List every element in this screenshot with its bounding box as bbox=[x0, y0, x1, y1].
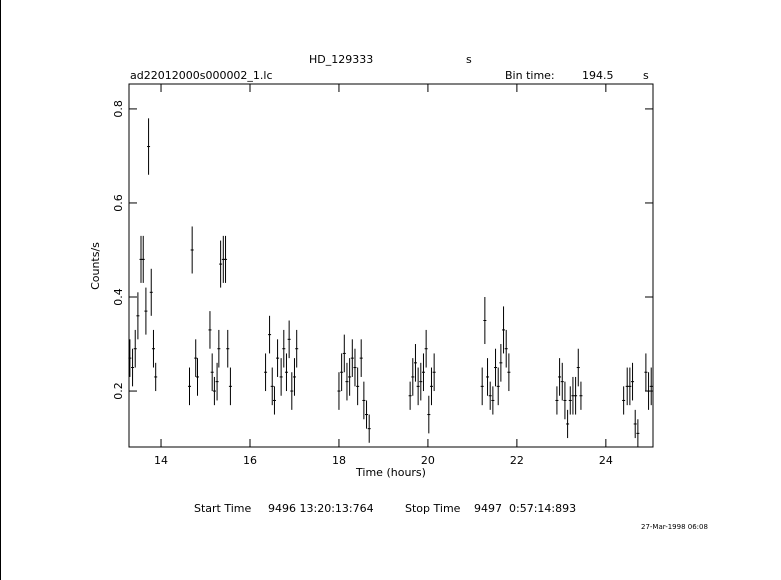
y-tick-label: 0.4 bbox=[112, 288, 125, 306]
stop-value: 9497 0:57:14:893 bbox=[474, 502, 576, 515]
chart-title: HD_129333 bbox=[309, 53, 373, 66]
y-tick-label: 0.8 bbox=[112, 100, 125, 118]
title-unit: s bbox=[466, 53, 472, 66]
start-value: 9496 13:20:13:764 bbox=[268, 502, 374, 515]
bin-label: Bin time: bbox=[505, 69, 555, 82]
x-tick-label: 20 bbox=[421, 454, 435, 467]
plot-frame bbox=[128, 83, 654, 448]
x-axis-label: Time (hours) bbox=[355, 466, 426, 479]
x-tick-label: 14 bbox=[154, 454, 168, 467]
x-tick-label: 16 bbox=[243, 454, 257, 467]
bin-unit: s bbox=[643, 69, 649, 82]
bin-value: 194.5 bbox=[582, 69, 614, 82]
x-tick-label: 24 bbox=[599, 454, 613, 467]
stop-label: Stop Time bbox=[405, 502, 461, 515]
y-tick-label: 0.6 bbox=[112, 194, 125, 212]
x-tick-label: 22 bbox=[510, 454, 524, 467]
y-axis-label: Counts/s bbox=[89, 242, 102, 290]
y-tick-label: 0.2 bbox=[112, 382, 125, 400]
start-label: Start Time bbox=[194, 502, 252, 515]
date-stamp: 27-Mar-1998 06:08 bbox=[641, 523, 708, 531]
x-tick-label: 18 bbox=[332, 454, 346, 467]
file-name: ad22012000s000002_1.lc bbox=[130, 69, 273, 82]
